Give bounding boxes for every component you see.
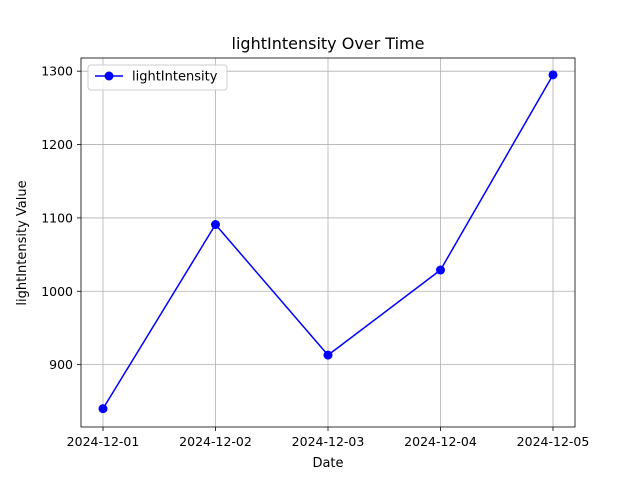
y-tick-label: 900 (49, 357, 73, 372)
x-axis-label: Date (312, 456, 343, 471)
y-tick-label: 1100 (41, 210, 73, 225)
y-tick-label: 1300 (41, 64, 73, 79)
data-series (98, 70, 558, 414)
data-point (436, 265, 445, 275)
x-tick-label: 2024-12-02 (179, 434, 252, 449)
legend-marker-swatch (104, 71, 114, 81)
legend: lightIntensity (87, 64, 228, 91)
x-tick-label: 2024-12-03 (292, 434, 365, 449)
y-tick-label: 1200 (41, 137, 73, 152)
chart-title: lightIntensity Over Time (232, 34, 425, 53)
y-tick-label: 1000 (41, 284, 73, 299)
x-tick-label: 2024-12-05 (517, 434, 590, 449)
x-tick-label: 2024-12-01 (67, 434, 140, 449)
x-tick-label: 2024-12-04 (404, 434, 477, 449)
data-point (548, 70, 558, 80)
y-axis-label: lightIntensity Value (15, 180, 30, 305)
legend-label: lightIntensity (132, 70, 218, 85)
axis-ticks: 2024-12-01 2024-12-02 2024-12-03 2024-12-04… (41, 64, 589, 449)
data-point (211, 220, 220, 230)
grid-lines (81, 58, 575, 427)
data-point (98, 404, 108, 414)
data-point (323, 350, 333, 360)
legend-box (87, 64, 228, 91)
